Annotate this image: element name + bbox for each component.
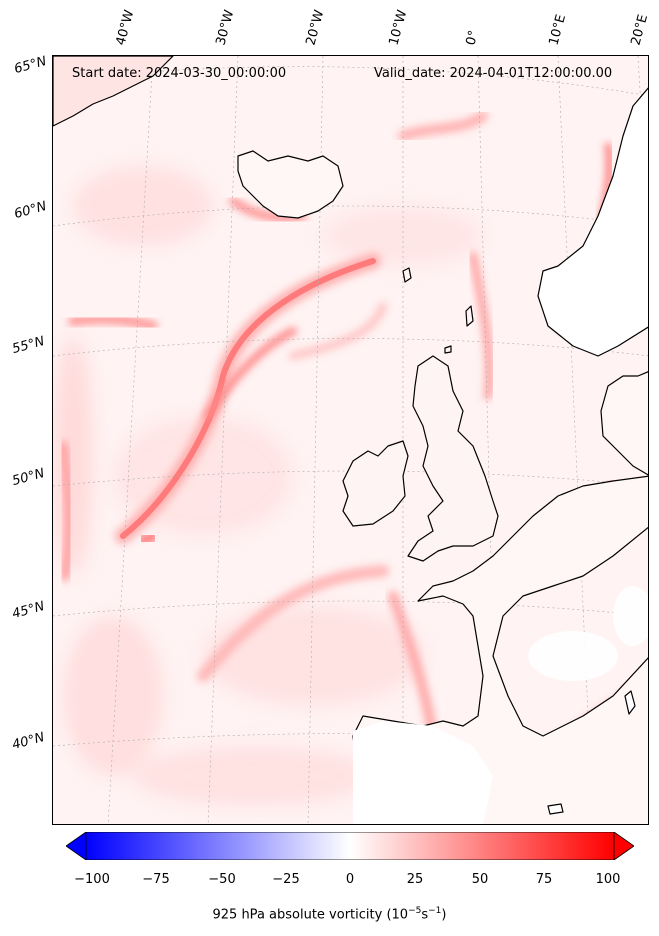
lon-label-0: 0° bbox=[463, 28, 482, 47]
colorbar-tick: −50 bbox=[208, 872, 236, 887]
iceland-coast bbox=[237, 150, 344, 219]
colorbar-label-suffix: ) bbox=[441, 907, 447, 923]
lon-label-20e: 20°E bbox=[628, 12, 652, 48]
denmark-coast bbox=[600, 371, 648, 476]
orkney-islands bbox=[444, 345, 452, 354]
faroe-islands bbox=[402, 267, 412, 283]
land-white-patches bbox=[528, 156, 648, 681]
vorticity-map bbox=[53, 56, 648, 824]
lon-label-10w: 10°W bbox=[386, 8, 411, 47]
lon-label-20w: 20°W bbox=[303, 8, 328, 47]
corsica-island bbox=[624, 690, 636, 715]
colorbar-tick: 100 bbox=[595, 872, 621, 887]
colorbar-tick: −100 bbox=[74, 872, 110, 887]
valid-date-label: Valid_date: 2024-04-01T12:00:00.00 bbox=[374, 66, 613, 81]
lon-label-10e: 10°E bbox=[546, 12, 570, 48]
colorbar-tick: −75 bbox=[142, 872, 170, 887]
lat-label-45n: 45°N bbox=[10, 599, 47, 622]
map-panel[interactable] bbox=[52, 55, 649, 825]
colorbar-gradient bbox=[85, 832, 615, 860]
colorbar-extend-high bbox=[613, 832, 634, 860]
mallorca-island bbox=[547, 803, 564, 815]
lon-label-30w: 30°W bbox=[213, 8, 238, 47]
colorbar-tick: 50 bbox=[471, 872, 489, 887]
great-britain-coast bbox=[407, 355, 499, 562]
vorticity-background-field bbox=[53, 166, 483, 806]
colorbar-label: 925 hPa absolute vorticity (10−5s−1) bbox=[0, 906, 659, 922]
start-date-label: Start date: 2024-03-30_00:00:00 bbox=[72, 66, 287, 81]
colorbar-tick: 25 bbox=[406, 872, 424, 887]
colorbar-label-prefix: 925 hPa absolute vorticity (10 bbox=[212, 907, 409, 923]
greenland-coast bbox=[53, 56, 174, 127]
colorbar-label-exponent-2: −1 bbox=[428, 906, 442, 916]
ireland-coast bbox=[342, 440, 409, 527]
shetland-islands bbox=[465, 305, 474, 327]
lat-label-60n: 60°N bbox=[12, 199, 49, 222]
colorbar-label-exponent-1: −5 bbox=[408, 906, 422, 916]
lat-label-65n: 65°N bbox=[12, 54, 49, 77]
norway-coast bbox=[537, 87, 648, 357]
colorbar-tick: 75 bbox=[535, 872, 553, 887]
coastlines bbox=[53, 56, 648, 824]
colorbar-extend-low bbox=[66, 832, 87, 860]
lat-label-40n: 40°N bbox=[10, 730, 47, 753]
lat-label-50n: 50°N bbox=[10, 466, 47, 489]
colorbar-label-unit: s bbox=[421, 907, 429, 923]
colorbar-tick: 0 bbox=[345, 872, 355, 887]
lon-label-40w: 40°W bbox=[113, 8, 138, 47]
colorbar-tick: −25 bbox=[272, 872, 300, 887]
colorbar bbox=[66, 832, 634, 860]
lat-label-55n: 55°N bbox=[10, 334, 47, 357]
